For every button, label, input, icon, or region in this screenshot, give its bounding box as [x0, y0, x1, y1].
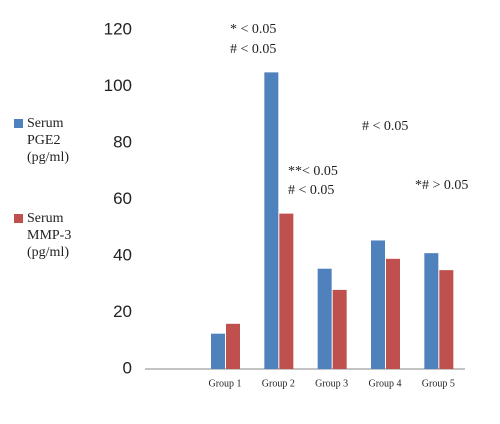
annotation: # < 0.05 [288, 183, 334, 198]
legend-entry: Serum MMP-3 (pg/ml) [14, 210, 97, 261]
x-tick-label: Group 2 [262, 378, 295, 389]
bar [279, 213, 294, 369]
y-tick-label: 80 [113, 132, 132, 151]
bar [424, 253, 439, 369]
x-tick-label: Group 1 [208, 378, 241, 389]
annotation: * < 0.05 [230, 22, 276, 37]
bar [226, 323, 240, 369]
annotation: *# > 0.05 [415, 178, 468, 193]
y-tick-label: 60 [113, 189, 132, 208]
y-tick-label: 40 [113, 245, 132, 264]
annotation: **< 0.05 [288, 164, 338, 179]
annotation: # < 0.05 [362, 119, 408, 134]
bar [386, 258, 400, 369]
legend-swatch [14, 119, 23, 128]
y-tick-label: 100 [104, 76, 132, 95]
legend-entry: Serum PGE2 (pg/ml) [14, 115, 97, 166]
bar [264, 72, 279, 369]
legend-label: Serum PGE2 (pg/ml) [27, 116, 69, 165]
y-tick-label: 20 [113, 302, 132, 321]
x-tick-label: Group 5 [422, 378, 455, 389]
bar [332, 289, 347, 369]
y-tick-label: 120 [104, 19, 132, 38]
bar [211, 333, 225, 369]
bar [371, 240, 385, 369]
legend-label: Serum MMP-3 (pg/ml) [27, 211, 72, 260]
x-tick-label: Group 3 [315, 378, 348, 389]
x-tick-label: Group 4 [368, 378, 401, 389]
bar [317, 268, 332, 369]
y-tick-label: 0 [123, 358, 132, 377]
legend-swatch [14, 214, 23, 223]
bar [439, 270, 454, 369]
annotation: # < 0.05 [230, 42, 276, 57]
